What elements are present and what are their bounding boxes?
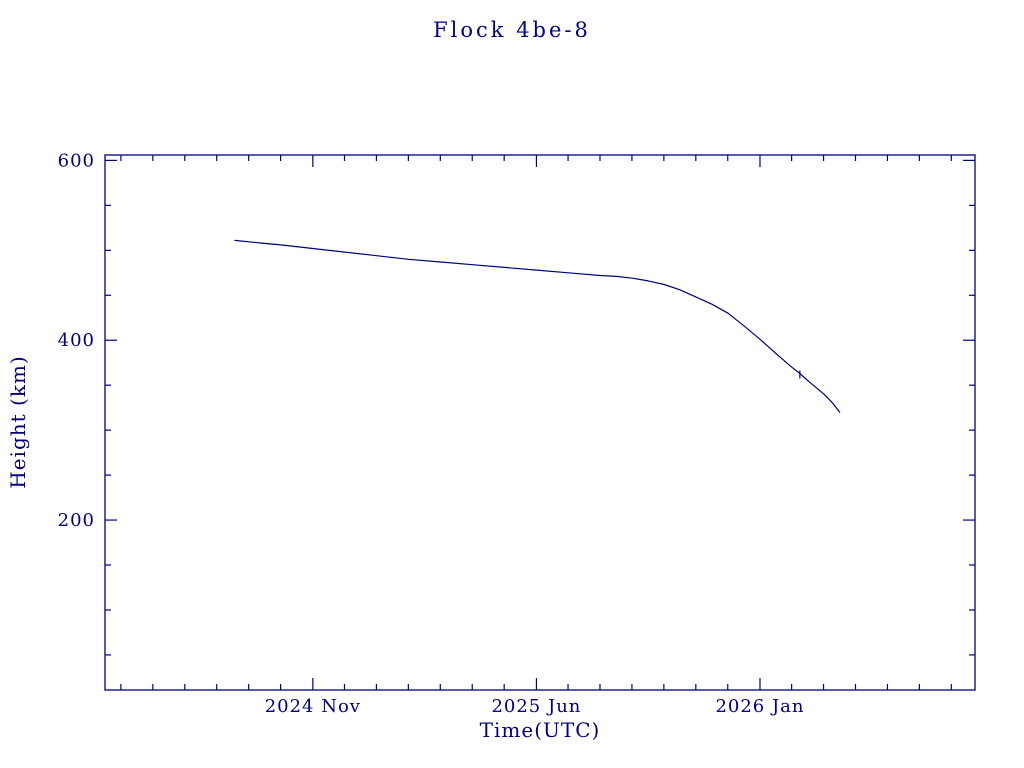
y-axis-label: Height (km) [6,355,30,489]
x-tick-label: 2026 Jan [715,696,804,717]
plot-border [104,154,976,691]
chart-title: Flock 4be-8 [433,18,591,42]
y-tick-label: 200 [58,510,95,531]
y-tick-label: 400 [58,330,95,351]
x-axis-label: Time(UTC) [479,718,601,742]
x-tick-label: 2025 Jun [491,696,581,717]
height-series-line [234,239,841,413]
x-tick-label: 2024 Nov [265,696,361,717]
y-tick-label: 600 [58,150,95,171]
